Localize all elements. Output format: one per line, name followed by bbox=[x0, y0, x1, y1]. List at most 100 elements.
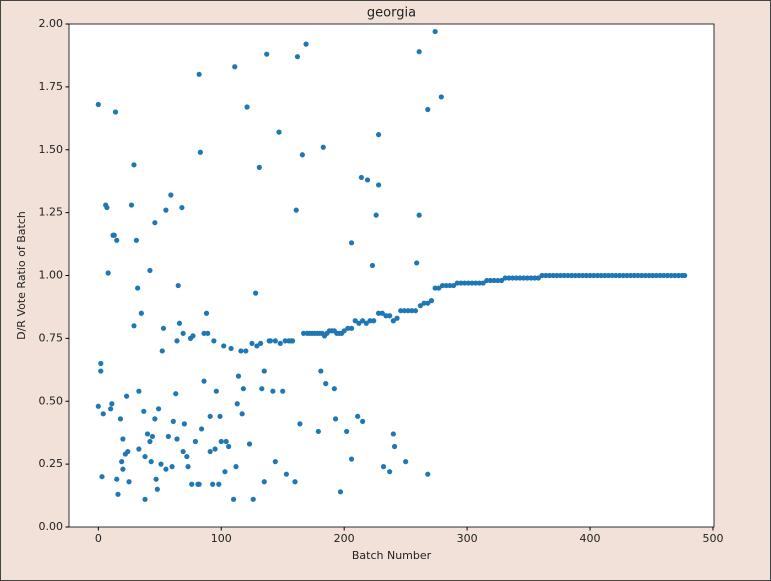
point bbox=[398, 308, 404, 314]
point bbox=[128, 202, 135, 208]
y-tick-label: 1.25 bbox=[39, 206, 64, 219]
point bbox=[425, 300, 431, 306]
point bbox=[495, 277, 501, 284]
point bbox=[243, 348, 249, 354]
point bbox=[465, 280, 471, 286]
point bbox=[232, 64, 238, 70]
point bbox=[598, 272, 604, 279]
y-tick-label: 1.00 bbox=[39, 269, 64, 282]
point bbox=[360, 418, 366, 424]
point bbox=[591, 272, 597, 279]
point bbox=[432, 28, 438, 35]
point bbox=[439, 282, 446, 289]
point bbox=[155, 406, 162, 412]
point bbox=[550, 272, 556, 279]
point bbox=[473, 280, 479, 286]
point bbox=[261, 479, 267, 485]
point bbox=[283, 471, 289, 477]
point bbox=[176, 320, 183, 326]
point bbox=[432, 285, 438, 291]
point bbox=[108, 406, 114, 412]
point bbox=[119, 459, 125, 465]
point bbox=[323, 381, 329, 387]
y-tick-label: 2.00 bbox=[39, 17, 64, 30]
point bbox=[95, 101, 101, 108]
point bbox=[616, 272, 623, 279]
point bbox=[196, 71, 202, 77]
point bbox=[580, 272, 586, 279]
y-tick-label: 0.25 bbox=[39, 457, 64, 470]
point bbox=[173, 391, 179, 397]
point bbox=[152, 220, 158, 226]
y-axis-label: D/R Vote Ratio of Batch bbox=[15, 211, 28, 340]
point bbox=[416, 49, 422, 55]
point bbox=[532, 275, 538, 281]
x-axis-label: Batch Number bbox=[352, 549, 432, 562]
point bbox=[360, 318, 366, 324]
point bbox=[111, 232, 117, 238]
point bbox=[138, 310, 144, 316]
point bbox=[136, 388, 142, 394]
point bbox=[650, 272, 656, 279]
point bbox=[205, 330, 211, 336]
point bbox=[158, 461, 164, 467]
point bbox=[363, 320, 369, 326]
point bbox=[234, 401, 240, 407]
point bbox=[272, 338, 278, 344]
point bbox=[509, 275, 516, 281]
point bbox=[259, 386, 265, 392]
point bbox=[131, 162, 137, 168]
point bbox=[528, 275, 534, 281]
point bbox=[181, 421, 187, 427]
point bbox=[646, 272, 652, 279]
point bbox=[405, 308, 411, 314]
point bbox=[250, 496, 256, 502]
point bbox=[491, 277, 497, 284]
point bbox=[521, 275, 527, 281]
point bbox=[369, 262, 376, 269]
point bbox=[109, 401, 115, 407]
point bbox=[458, 280, 464, 286]
point bbox=[131, 323, 137, 329]
point bbox=[344, 428, 350, 435]
point bbox=[341, 328, 347, 334]
point bbox=[221, 343, 227, 349]
point bbox=[261, 368, 267, 374]
point bbox=[403, 459, 409, 465]
point bbox=[438, 94, 444, 100]
point bbox=[355, 413, 361, 419]
point bbox=[412, 308, 419, 314]
point bbox=[425, 471, 431, 477]
point bbox=[112, 109, 119, 115]
point bbox=[294, 54, 301, 60]
point bbox=[210, 481, 216, 487]
point bbox=[668, 272, 674, 279]
point bbox=[682, 272, 688, 279]
point bbox=[605, 272, 612, 279]
point bbox=[228, 345, 234, 352]
point bbox=[201, 330, 207, 336]
point bbox=[185, 464, 191, 470]
point bbox=[498, 277, 505, 284]
point bbox=[387, 313, 393, 319]
point bbox=[572, 272, 578, 279]
point bbox=[233, 464, 239, 470]
point bbox=[115, 491, 121, 497]
point bbox=[345, 325, 351, 331]
point bbox=[401, 308, 408, 314]
point bbox=[163, 466, 169, 472]
point bbox=[147, 438, 153, 445]
point bbox=[594, 272, 601, 279]
point bbox=[142, 453, 148, 460]
point bbox=[318, 368, 324, 374]
point bbox=[159, 348, 165, 354]
point bbox=[546, 272, 553, 279]
point bbox=[223, 438, 229, 445]
point bbox=[117, 416, 124, 422]
point bbox=[620, 272, 626, 279]
point bbox=[98, 368, 104, 374]
point bbox=[639, 272, 645, 279]
point bbox=[336, 330, 342, 336]
point bbox=[480, 280, 486, 286]
